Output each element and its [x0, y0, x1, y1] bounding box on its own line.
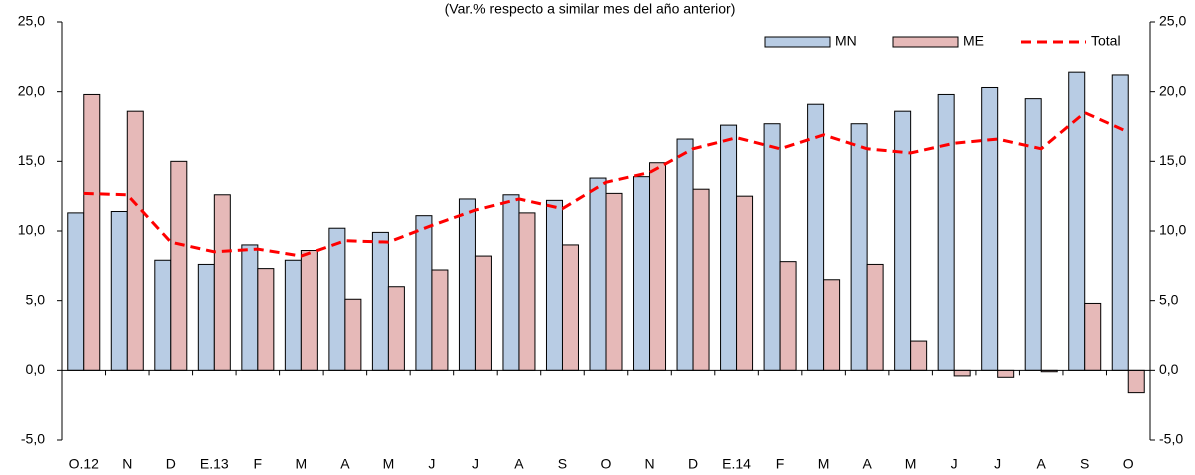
bar [807, 103, 825, 371]
x-tick-label: F [254, 456, 263, 472]
bar [981, 86, 999, 371]
x-tick-label: A [1037, 456, 1047, 472]
x-tick-label: E.13 [200, 456, 229, 472]
x-tick-label: M [296, 456, 308, 472]
y2-tick-label: -5,0 [1159, 431, 1183, 447]
bar [605, 192, 623, 371]
bar [126, 110, 144, 371]
bar [910, 340, 928, 371]
x-tick-label: D [688, 456, 698, 472]
bar [241, 244, 259, 371]
bar [300, 250, 318, 371]
bar [894, 110, 912, 371]
bar [1111, 74, 1129, 371]
legend-label: MN [835, 33, 857, 49]
y-tick-label: 10,0 [18, 222, 45, 238]
legend-label: Total [1091, 33, 1121, 49]
legend-swatch [892, 36, 959, 48]
bar [257, 268, 275, 371]
bar [154, 259, 172, 371]
x-tick-label: N [122, 456, 132, 472]
bar [110, 210, 128, 371]
bar [720, 124, 738, 371]
x-tick-label: A [340, 456, 350, 472]
y-tick-label: 25,0 [18, 13, 45, 29]
y-tick-label: -5,0 [21, 431, 45, 447]
x-tick-label: J [951, 456, 958, 472]
bar [415, 215, 433, 371]
bar [676, 138, 694, 371]
bar [1127, 369, 1145, 394]
y2-tick-label: 20,0 [1159, 82, 1186, 98]
bar [633, 176, 651, 371]
x-tick-label: O [1123, 456, 1134, 472]
x-tick-label: J [428, 456, 435, 472]
x-tick-label: S [558, 456, 567, 472]
y-tick-label: 5,0 [26, 291, 46, 307]
y2-tick-label: 10,0 [1159, 222, 1186, 238]
y-tick-label: 0,0 [26, 361, 46, 377]
bar [213, 194, 231, 371]
bar [197, 263, 215, 371]
legend-label: ME [963, 33, 984, 49]
y-tick-label: 15,0 [18, 152, 45, 168]
x-tick-label: M [905, 456, 917, 472]
bar [170, 160, 188, 371]
x-tick-label: S [1080, 456, 1089, 472]
bar [953, 369, 971, 377]
x-tick-label: A [862, 456, 872, 472]
bar [736, 195, 754, 371]
bar [83, 93, 101, 371]
x-tick-label: D [166, 456, 176, 472]
bar [763, 123, 781, 371]
x-tick-label: M [383, 456, 395, 472]
bar [937, 93, 955, 371]
bar [649, 162, 667, 371]
bar [502, 194, 520, 371]
y2-tick-label: 25,0 [1159, 13, 1186, 29]
y2-tick-label: 0,0 [1159, 361, 1179, 377]
bar [866, 263, 884, 371]
bar [458, 198, 476, 371]
bar [779, 261, 797, 371]
x-tick-label: N [644, 456, 654, 472]
bar [474, 255, 492, 371]
bar [328, 227, 346, 371]
bar [823, 279, 841, 371]
bar [997, 369, 1015, 378]
bar [387, 286, 405, 371]
bar [371, 231, 389, 371]
bar [692, 188, 710, 371]
bar [1068, 71, 1086, 371]
bar [850, 123, 868, 371]
x-tick-label: E.14 [722, 456, 751, 472]
bar [431, 269, 449, 371]
bar [1084, 302, 1102, 371]
x-tick-label: O.12 [69, 456, 100, 472]
x-tick-label: M [818, 456, 830, 472]
x-tick-label: J [994, 456, 1001, 472]
x-tick-label: A [514, 456, 524, 472]
legend-swatch [764, 36, 831, 48]
bar [561, 244, 579, 371]
bar [545, 199, 563, 371]
bar [344, 298, 362, 371]
x-tick-label: O [601, 456, 612, 472]
chart-subtitle: (Var.% respecto a similar mes del año an… [445, 1, 736, 17]
bar [284, 259, 302, 371]
y2-tick-label: 5,0 [1159, 291, 1179, 307]
bar [518, 212, 536, 371]
bar [67, 212, 85, 371]
x-tick-label: J [472, 456, 479, 472]
bar [589, 177, 607, 371]
bar [1024, 98, 1042, 371]
line [83, 110, 1129, 258]
y-tick-label: 20,0 [18, 82, 45, 98]
y2-tick-label: 15,0 [1159, 152, 1186, 168]
x-tick-label: F [776, 456, 785, 472]
